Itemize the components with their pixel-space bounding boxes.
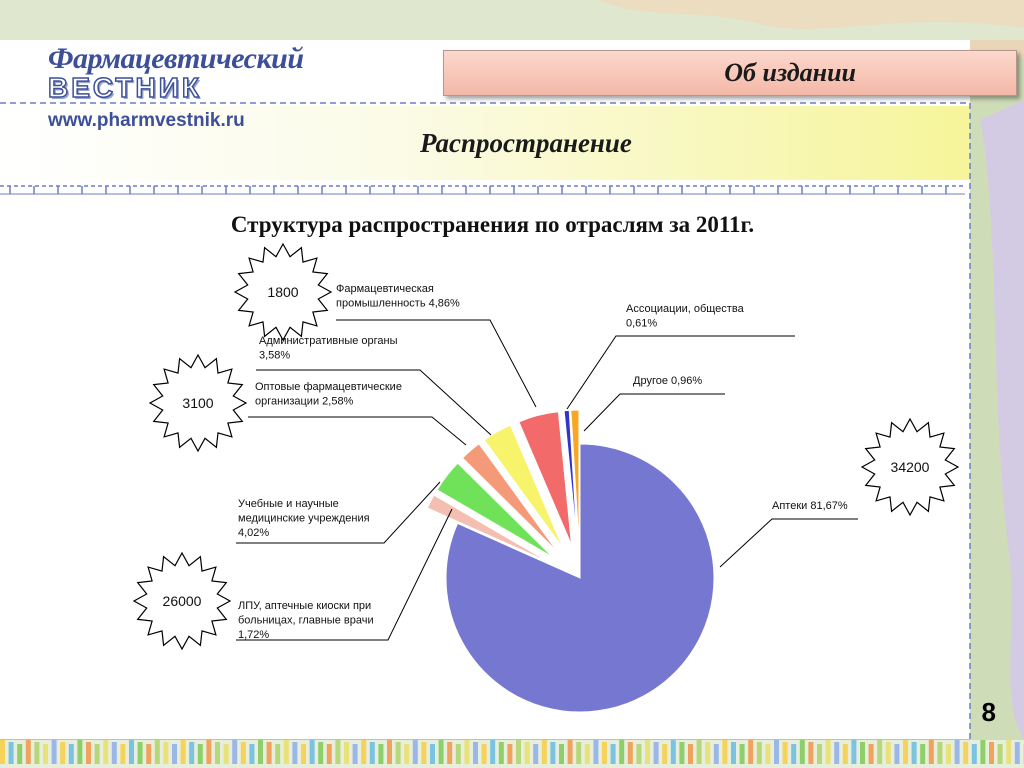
callout-value: 34200 [891, 459, 930, 475]
slice-label: Аптеки 81,67% [772, 500, 848, 512]
slice-label: организации 2,58% [255, 396, 354, 408]
subsection-title: Распространение [420, 128, 632, 158]
slice-label: Ассоциации, общества [626, 303, 745, 315]
leader-line [236, 481, 441, 544]
publication-logo: Фармацевтический ВЕСТНИК www.pharmvestni… [47, 42, 304, 132]
leader-line [236, 508, 453, 641]
page-number: 8 [981, 697, 996, 727]
slice-label: Оптовые фармацевтические [255, 381, 402, 393]
starburst-callout [860, 417, 960, 517]
pie-slice [483, 424, 564, 549]
slice-label: Фармацевтическая [336, 283, 434, 295]
pie-slice [461, 443, 559, 553]
slice-label: 4,02% [238, 527, 269, 539]
callout-value: 1800 [267, 284, 298, 300]
slice-label: Учебные и научные [238, 498, 339, 510]
section-header: Об издании [443, 50, 1017, 96]
pie-slice [436, 462, 554, 558]
starburst-callout [148, 353, 248, 453]
leader-line [583, 393, 725, 432]
slice-label: 1,72% [238, 629, 269, 641]
slice-label: Другое 0,96% [633, 375, 702, 387]
callout-value: 3100 [182, 395, 213, 411]
leader-line [566, 335, 795, 410]
slice-label: Административные органы [259, 335, 398, 347]
pie-slice [570, 409, 580, 545]
slice-label: ЛПУ, аптечные киоски при [238, 600, 371, 612]
leader-line [719, 518, 858, 568]
slice-label: промышленность 4,86% [336, 298, 460, 310]
starburst-callout [132, 551, 232, 651]
bottom-decor-strip [0, 740, 1024, 768]
leader-line [256, 369, 492, 436]
slice-label: больницах, главные врачи [238, 615, 374, 627]
section-header-title: Об издании [724, 58, 856, 87]
subheader-band [0, 106, 970, 180]
pie-slice [518, 411, 573, 546]
leader-line [336, 319, 537, 408]
callout-value: 26000 [163, 593, 202, 609]
pie-slice [563, 409, 578, 545]
slice-label: медицинские учреждения [238, 513, 370, 525]
logo-script: Фармацевтический [48, 42, 304, 75]
pie-slice [426, 494, 550, 563]
starburst-callout [233, 242, 333, 342]
pie-slice [445, 443, 715, 713]
leader-line [248, 416, 467, 446]
slice-label: 0,61% [626, 318, 657, 330]
top-map-strip [0, 0, 1024, 40]
logo-wordmark: ВЕСТНИК [47, 72, 202, 103]
slice-label: 3,58% [259, 350, 290, 362]
chart-title: Структура распространения по отраслям за… [230, 212, 755, 237]
logo-url: www.pharmvestnik.ru [48, 110, 245, 131]
